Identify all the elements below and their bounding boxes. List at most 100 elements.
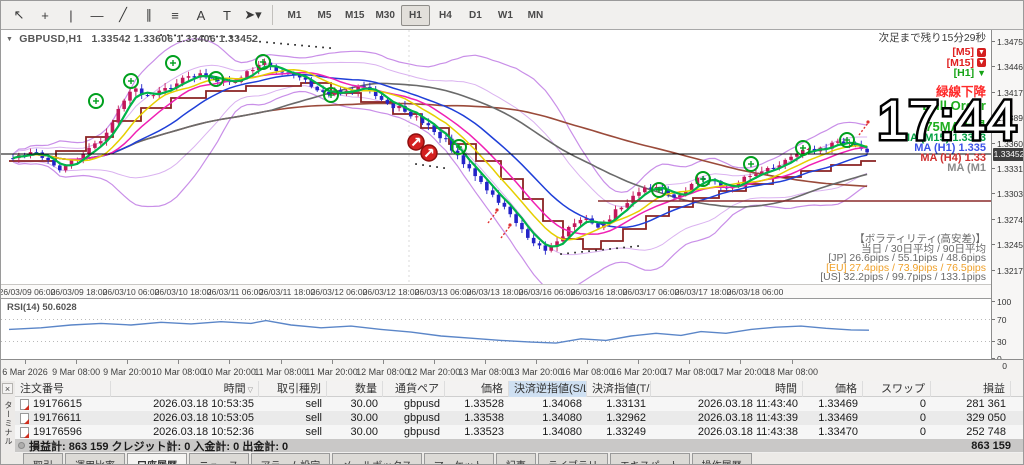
header-cell[interactable]: 通貨ペア [383, 380, 445, 397]
price-tick [992, 193, 995, 195]
arrows-dropdown-icon[interactable]: ➤▾ [244, 7, 262, 22]
time-axis[interactable]: 0 6 Mar 2026 9 Mar 08:00 9 Mar 20:00 10 Mar… [1, 359, 1023, 381]
date-tick [638, 360, 640, 364]
date-tick [229, 360, 231, 364]
header-cell[interactable]: 損益 [931, 380, 1011, 397]
header-cell[interactable]: 時間 [651, 380, 803, 397]
table-row[interactable]: 19176611 2026.03.18 10:53:05 sell 30.00 gbpu… [15, 411, 1023, 425]
equidistant-channel-icon[interactable]: ∥ [145, 7, 153, 22]
bottom-tab-7[interactable]: マーケット [423, 453, 494, 464]
cell: gbpusd [403, 412, 440, 424]
chart-time-label: 26/03/16 06:00 [518, 287, 576, 297]
ma-value-label: MA (H1) 1.335 [914, 141, 986, 154]
header-cell[interactable]: 価格 [445, 380, 509, 397]
price-tick [992, 168, 995, 169]
bottom-tab-2[interactable]: 運用比率 [65, 453, 125, 464]
candlestick-chart[interactable] [1, 30, 991, 284]
collapse-chart-icon[interactable]: ▼ [6, 36, 14, 43]
header-cell[interactable]: 価格 [803, 380, 863, 397]
tf-signal-row: [M15] ▼ [879, 57, 986, 69]
cell: 2026.03.18 10:53:35 [153, 398, 254, 410]
date-tick [433, 360, 435, 364]
close-terminal-button[interactable]: × [2, 383, 13, 394]
rsi-scale-label: 70 [997, 314, 1007, 325]
text-label-icon[interactable]: T [223, 7, 231, 23]
chart-pane[interactable]: ▼ GBPUSD,H1 1.33542 1.33606 1.33406 1.33… [1, 30, 991, 284]
bottom-tab-4[interactable]: ニュース [189, 453, 249, 464]
horizontal-line-icon[interactable]: — [90, 7, 104, 23]
crosshair-icon[interactable]: + [41, 7, 49, 23]
cell: 329 050 [966, 412, 1006, 424]
header-cell[interactable]: 決済指値(T/P) [587, 380, 651, 397]
timeframe-m15[interactable]: M15 [345, 9, 365, 21]
cell: gbpusd [403, 398, 440, 410]
header-cell[interactable]: 注文番号 [15, 380, 111, 397]
timeframe-w1[interactable]: W1 [497, 9, 513, 21]
price-tick [992, 91, 995, 93]
table-row[interactable]: 19176596 2026.03.18 10:52:36 sell 30.00 gbpu… [15, 425, 1023, 439]
header-cell[interactable]: 時間 ▽ [111, 380, 259, 397]
bottom-tab-5[interactable]: アラーム設定 [250, 453, 331, 464]
table-header-row: 注文番号時間▽取引種別数量通貨ペア価格決済逆指値(S/L)決済指値(T/P)時間… [15, 380, 1023, 397]
cursor-icon[interactable]: ↖ [13, 7, 25, 22]
date-label: 9 Mar 20:00 [103, 367, 152, 377]
volatility-us: [US] 32.2pips / 99.7pips / 133.1pips [820, 271, 986, 283]
date-tick [484, 360, 486, 364]
bottom-tab-1[interactable]: 取引 [23, 453, 63, 464]
volatility-title: 【ボラティリティ(高安差)】 [854, 233, 986, 245]
text-icon[interactable]: A [196, 7, 206, 23]
date-label: 17 Mar 08:00 [662, 367, 716, 377]
chart-time-labels: 26/03/09 06:00 26/03/09 18:00 26/03/10 06:… [1, 284, 991, 298]
volatility-panel: 【ボラティリティ(高安差)】 当日 / 30日平均 / 90日平均 [JP] 2… [820, 233, 986, 283]
timeframe-m1[interactable]: M1 [287, 9, 302, 21]
timeframe-m5[interactable]: M5 [317, 9, 332, 21]
date-label: 13 Mar 08:00 [458, 367, 512, 377]
rsi-pane[interactable]: RSI(14) 50.6028 [1, 298, 991, 359]
timeframe-m30[interactable]: M30 [375, 9, 395, 21]
green-line-down-label: 緑線下降 [935, 84, 986, 99]
cell: 2026.03.18 11:43:39 [697, 412, 798, 424]
bottom-tab-9[interactable]: ライブラリ [537, 453, 608, 464]
price-label: 1.32455 [997, 240, 1023, 251]
timeframe-d1[interactable]: D1 [469, 9, 482, 21]
timeframe-h4[interactable]: H4 [439, 9, 452, 21]
date-label: 18 Mar 08:00 [764, 367, 819, 377]
header-cell[interactable]: 取引種別 [259, 380, 327, 397]
date-tick [25, 360, 26, 364]
current-price-tag: 1.33452 [993, 148, 1024, 161]
timeframe-mn[interactable]: MN [527, 9, 544, 21]
header-cell[interactable]: 数量 [327, 380, 383, 397]
price-label: 1.33030 [997, 189, 1023, 200]
cell: 252 748 [966, 426, 1006, 438]
bottom-tab-11[interactable]: 操作履歴 [691, 453, 752, 464]
rsi-tick [992, 318, 995, 320]
cell: 30.00 [350, 426, 378, 438]
header-cell[interactable]: 決済逆指値(S/L) [509, 380, 587, 397]
price-tick [992, 244, 995, 246]
timeframe-h1[interactable]: H1 [400, 4, 430, 26]
volatility-jp: [JP] 26.6pips / 55.1pips / 48.6pips [828, 252, 986, 264]
price-tick [992, 66, 995, 68]
tf-signal-label: [M5] [952, 46, 974, 58]
bottom-tab-10[interactable]: エキスパート [609, 453, 690, 464]
price-axis[interactable]: 1.34750 1.34465 1.34175 1.33890 1.33600 1.333… [991, 30, 1024, 364]
header-cell[interactable]: スワップ [863, 380, 931, 397]
rsi-scale-label: 0 [997, 354, 1002, 364]
chart-time-label: 26/03/09 06:00 [1, 287, 56, 297]
bottom-tab-3[interactable]: 口座履歴 [127, 453, 187, 464]
date-label: 11 Mar 08:00 [254, 367, 307, 377]
table-row[interactable]: 19176615 2026.03.18 10:53:35 sell 30.00 gbpu… [15, 397, 1023, 411]
rsi-tick [992, 340, 995, 342]
chart-time-label: 26/03/18 06:00 [726, 287, 784, 297]
bottom-tab-8[interactable]: 記事 [495, 453, 536, 464]
cell: 30.00 [350, 412, 378, 424]
fibonacci-icon[interactable]: ≡ [171, 7, 179, 23]
bottom-tab-6[interactable]: メールボックス [332, 453, 422, 464]
trendline-icon[interactable]: ╱ [119, 7, 127, 22]
chart-time-label: 26/03/16 18:00 [570, 287, 628, 297]
order-doc-icon [20, 426, 29, 438]
totals-row: 損益計: 863 159 クレジット計: 0 入金計: 0 出金計: 0 863… [15, 439, 1023, 453]
terminal-side-tab[interactable]: ターミナル [4, 401, 13, 446]
vertical-line-icon[interactable]: | [69, 7, 73, 23]
date-tick [178, 360, 180, 364]
